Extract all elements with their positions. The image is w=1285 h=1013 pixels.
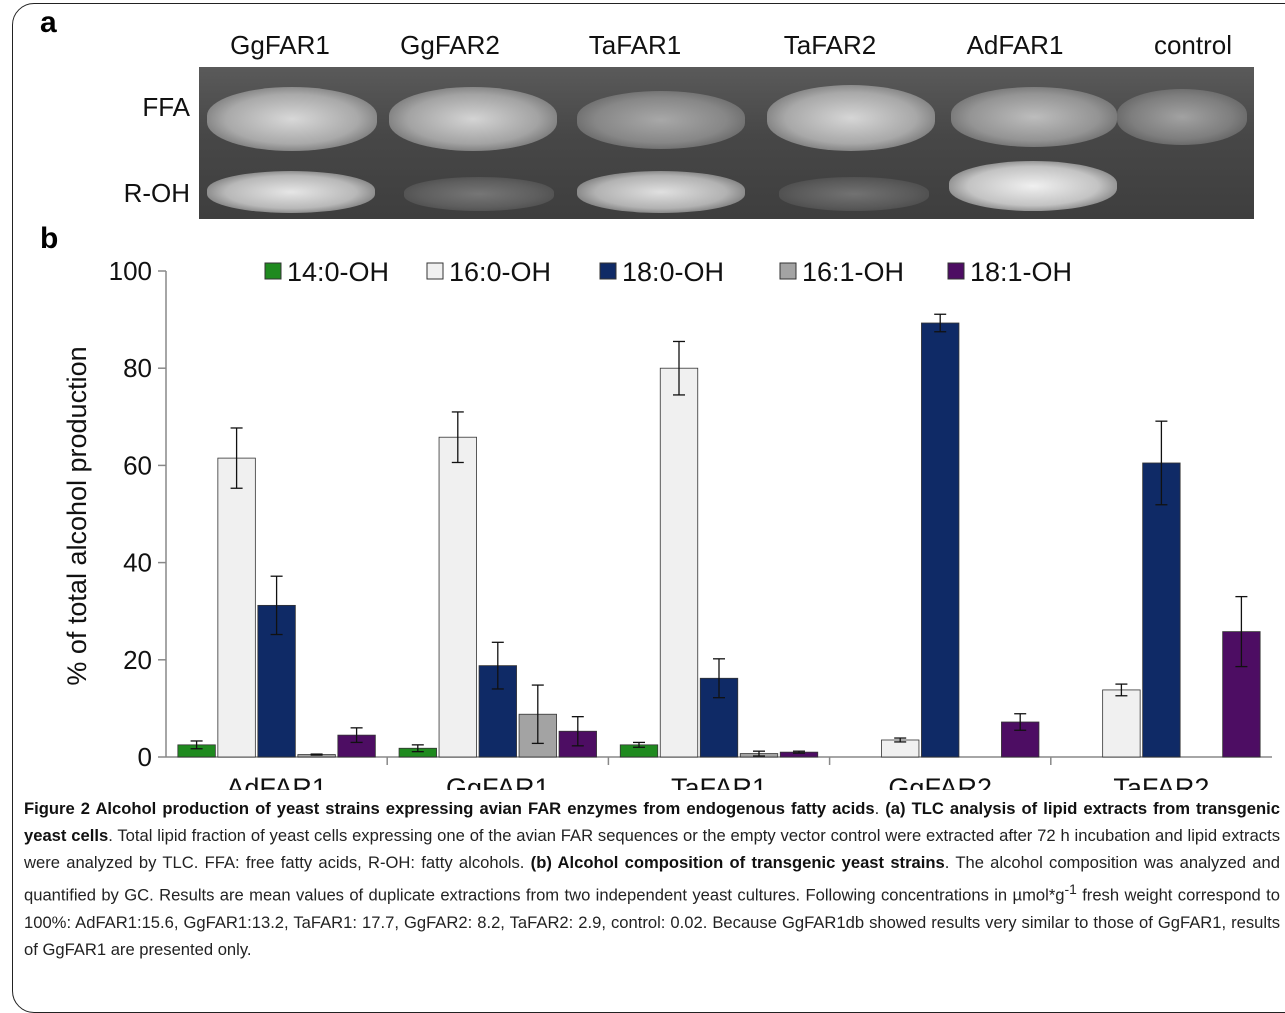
caption-part-b-title: (b) Alcohol composition of transgenic ye… [530, 853, 945, 872]
x-tick-label: GgFAR2 [888, 773, 992, 790]
y-axis-label: % of total alcohol production [62, 346, 92, 685]
tlc-spot [207, 171, 375, 213]
axes: 0 20 40 60 80 100 AdFAR1 GgFAR1 TaFAR1 GgFAR2 TaFA… [109, 256, 1272, 790]
figure-caption: Figure 2 Alcohol production of yeast str… [24, 799, 1281, 959]
bar-chart: % of total alcohol production 0 20 40 60 80 1… [62, 256, 1272, 790]
legend: 14:0-OH 16:0-OH 18:0-OH 16:1-OH 18:1-OH [264, 257, 1072, 287]
legend-swatch [426, 262, 444, 280]
bar [438, 436, 477, 758]
tlc-spot [767, 85, 935, 151]
y-tick-label: 20 [123, 645, 152, 675]
y-tick-label: 60 [123, 450, 152, 480]
legend-label: 16:0-OH [449, 257, 551, 287]
legend-label: 18:1-OH [970, 257, 1072, 287]
tlc-spot [779, 177, 929, 211]
legend-swatch [779, 262, 797, 280]
bar [921, 322, 960, 758]
bar [1102, 689, 1141, 758]
row-label-roh: R-OH [123, 178, 190, 208]
y-tick-label: 80 [123, 353, 152, 383]
panel-b-letter: b [40, 222, 59, 255]
x-tick-label: GgFAR1 [446, 773, 550, 790]
y-tick-label: 40 [123, 548, 152, 578]
panel-a-letter: a [40, 6, 57, 39]
tlc-plate-image [199, 67, 1254, 219]
legend-swatch [264, 262, 282, 280]
bars [177, 313, 1261, 758]
caption-part-b-text: The alcohol composition was analyzed and… [24, 853, 1280, 905]
lane-label: GgFAR1 [230, 30, 330, 60]
x-tick-label: TaFAR1 [671, 773, 767, 790]
lane-label: control [1153, 30, 1233, 60]
lane-label: TaFAR1 [588, 30, 682, 60]
legend-swatch [947, 262, 965, 280]
tlc-spot [1117, 89, 1247, 145]
y-tick-label: 100 [109, 256, 152, 286]
x-tick-label: AdFAR1 [226, 773, 327, 790]
bar [217, 457, 256, 758]
x-tick-label: TaFAR2 [1113, 773, 1209, 790]
tlc-spot [951, 87, 1117, 147]
tlc-spot [949, 161, 1117, 211]
lane-label: AdFAR1 [966, 30, 1064, 60]
tlc-spot [207, 87, 377, 151]
tlc-spot [404, 177, 554, 211]
lane-label: TaFAR2 [783, 30, 877, 60]
caption-title: Figure 2 Alcohol production of yeast str… [24, 799, 875, 818]
legend-label: 14:0-OH [287, 257, 389, 287]
caption-part-a-text: Total lipid fraction of yeast cells expr… [24, 826, 1281, 872]
tlc-spot [577, 171, 745, 213]
lane-label: GgFAR2 [400, 30, 500, 60]
caption-part-a-title: (a) TLC analysis of lipid extracts from … [24, 799, 1280, 845]
caption-part-b-text-2: fresh weight correspond to 100%: AdFAR1:… [24, 885, 1280, 959]
legend-label: 18:0-OH [622, 257, 724, 287]
caption-superscript: -1 [1064, 881, 1077, 897]
legend-swatch [599, 262, 617, 280]
row-label-ffa: FFA [142, 92, 190, 122]
tlc-spot [577, 91, 745, 149]
bar [1142, 462, 1181, 758]
bar [659, 367, 699, 758]
tlc-spot [389, 87, 557, 151]
y-tick-label: 0 [138, 742, 152, 772]
legend-label: 16:1-OH [802, 257, 904, 287]
